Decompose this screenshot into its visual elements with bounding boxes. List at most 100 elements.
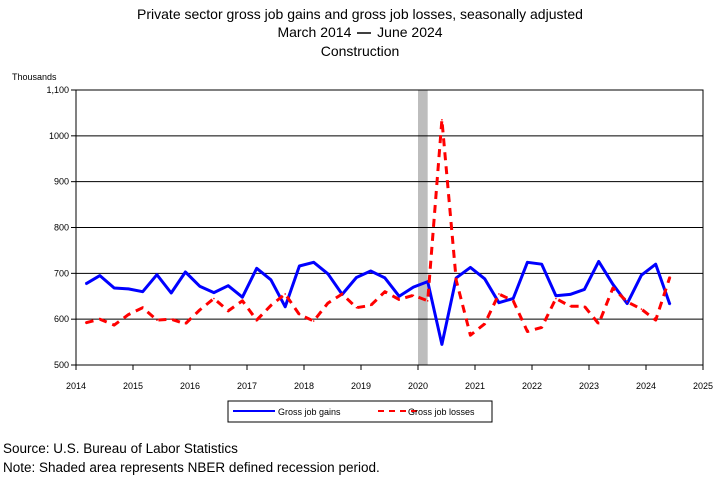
y-tick-label: 1000 <box>49 131 69 141</box>
gains-point <box>298 265 301 267</box>
gains-point <box>483 278 486 280</box>
gains-point <box>127 288 130 290</box>
losses-point <box>412 294 415 297</box>
losses-point <box>99 318 101 320</box>
x-tick-label: 2024 <box>636 381 656 391</box>
losses-point <box>270 304 272 307</box>
gains-point <box>99 274 101 277</box>
losses-point <box>469 334 472 337</box>
y-tick-label: 800 <box>54 223 69 233</box>
gains-point <box>626 302 628 305</box>
gains-point <box>469 266 472 269</box>
losses-point <box>84 322 87 324</box>
losses-point <box>127 313 130 316</box>
losses-point <box>555 297 557 300</box>
y-tick-label: 1,100 <box>46 85 69 95</box>
source-note: Source: U.S. Bureau of Labor Statistics <box>3 441 238 456</box>
y-tick-label: 600 <box>54 314 69 324</box>
dash-line-glyph <box>357 32 372 34</box>
gains-point <box>213 291 215 294</box>
x-tick-label: 2014 <box>66 381 86 391</box>
gains-point <box>156 273 158 276</box>
x-tick-label: 2023 <box>579 381 599 391</box>
gains-point <box>355 276 358 279</box>
gains-point <box>241 296 244 298</box>
gains-point <box>327 272 329 275</box>
gains-point <box>441 343 443 346</box>
losses-point <box>327 302 329 304</box>
series-line-losses <box>85 118 672 337</box>
gains-point <box>540 263 543 265</box>
losses-point <box>156 319 158 321</box>
x-tick-label: 2022 <box>522 381 542 391</box>
losses-point <box>312 320 315 322</box>
gains-point <box>640 274 643 276</box>
legend-label-losses: Gross job losses <box>408 407 475 417</box>
subtitle-end: June 2024 <box>377 24 443 40</box>
losses-point <box>341 293 343 295</box>
losses-point <box>483 322 486 325</box>
losses-point <box>284 293 286 295</box>
y-axis-label: Thousands <box>12 72 57 82</box>
x-tick-label: 2025 <box>693 381 713 391</box>
gains-point <box>498 301 500 304</box>
series-line-gains <box>84 259 672 346</box>
losses-point <box>298 313 301 316</box>
gains-point <box>312 261 315 264</box>
losses-point <box>455 279 457 282</box>
losses-point <box>213 297 215 300</box>
x-tick-label: 2020 <box>408 381 428 391</box>
gains-point <box>669 303 671 306</box>
gains-point <box>170 292 172 294</box>
chart-series-label: Construction <box>320 43 400 59</box>
x-tick-label: 2017 <box>237 381 257 391</box>
gains-point <box>412 286 415 288</box>
line-chart: 500 600 700 800 900 1000 1,100 Thousands 2014 201… <box>12 72 713 423</box>
gains-point <box>569 293 571 296</box>
gains-point <box>654 263 657 265</box>
gains-point <box>555 294 557 297</box>
subtitle-start: March 2014 <box>277 24 352 40</box>
gains-point <box>597 260 600 263</box>
legend-label-gains: Gross job gains <box>278 407 341 417</box>
losses-point <box>241 300 244 302</box>
losses-point <box>141 306 144 309</box>
gains-point <box>227 284 229 287</box>
plot-frame <box>75 89 704 366</box>
losses-point <box>184 322 187 325</box>
x-tick-label: 2018 <box>294 381 314 391</box>
losses-point <box>583 305 586 308</box>
losses-point <box>255 319 258 321</box>
gains-point <box>369 270 372 272</box>
losses-point <box>498 293 500 295</box>
gains-point <box>526 261 529 264</box>
x-tick-label: 2016 <box>180 381 200 391</box>
losses-point <box>369 304 372 307</box>
gains-point <box>512 297 514 300</box>
gains-point <box>184 271 187 273</box>
losses-point <box>654 319 657 321</box>
gains-point <box>384 277 386 279</box>
losses-point <box>227 310 229 312</box>
losses-point <box>384 290 386 293</box>
losses-point <box>170 318 172 320</box>
losses-point <box>612 287 614 289</box>
losses-point <box>398 298 400 301</box>
losses-point <box>512 300 514 302</box>
recession-note: Note: Shaded area represents NBER define… <box>3 460 380 475</box>
losses-point <box>669 276 671 278</box>
gains-point <box>270 278 272 281</box>
losses-point <box>640 308 643 310</box>
gains-point <box>255 267 258 270</box>
x-tick-label: 2019 <box>351 381 371 391</box>
gains-point <box>583 288 586 291</box>
losses-point <box>113 324 115 326</box>
y-tick-label: 900 <box>54 177 69 187</box>
gains-point <box>612 283 614 286</box>
gains-point <box>398 295 400 298</box>
losses-point <box>441 118 443 121</box>
losses-point <box>626 300 628 303</box>
chart-title: Private sector gross job gains and gross… <box>137 6 583 22</box>
gains-point <box>84 283 87 285</box>
losses-point <box>597 322 600 325</box>
